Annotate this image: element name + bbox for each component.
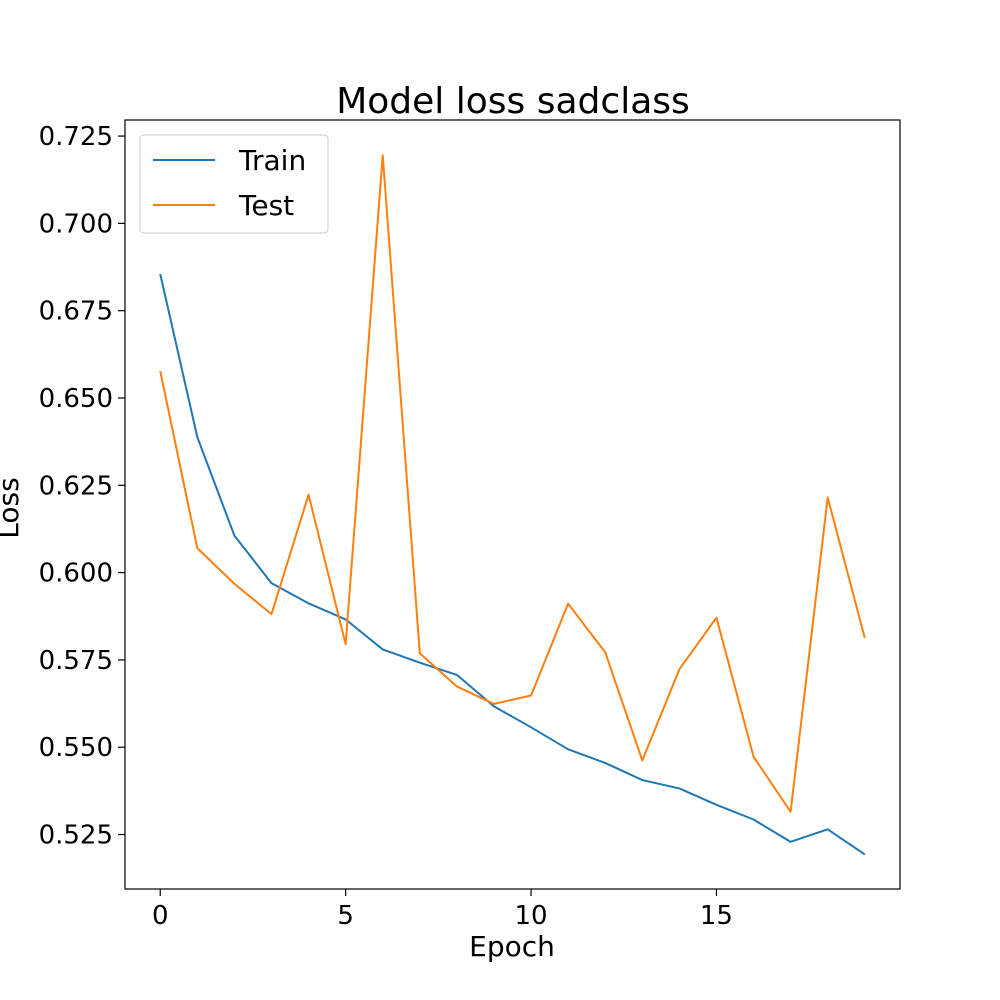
- y-tick-label: 0.700: [39, 209, 113, 239]
- plot-area: [125, 120, 900, 889]
- x-axis: 0 5 10 15: [152, 889, 733, 931]
- series-layer: [159, 154, 866, 856]
- y-tick-label: 0.600: [39, 559, 113, 589]
- y-tick-label: 0.725: [39, 122, 113, 152]
- x-axis-label: Epoch: [469, 930, 555, 963]
- legend: Train Test: [139, 134, 329, 234]
- legend-label-train: Train: [238, 144, 306, 177]
- chart-title: Model loss sadclass: [336, 81, 690, 122]
- y-tick-label: 0.525: [39, 821, 113, 851]
- series-line-train: [159, 273, 866, 856]
- y-axis: 0.525 0.550 0.575 0.600 0.625 0.650 0.675 0.700…: [39, 122, 125, 851]
- plot-frame: [124, 119, 901, 890]
- x-tick-label: 5: [337, 901, 354, 931]
- y-axis-label: Loss: [0, 477, 25, 538]
- x-tick-label: 15: [700, 901, 733, 931]
- x-tick-label: 10: [514, 901, 547, 931]
- y-tick-label: 0.575: [39, 646, 113, 676]
- series-line-test: [159, 154, 866, 813]
- x-tick-label: 0: [152, 901, 169, 931]
- y-tick-label: 0.550: [39, 733, 113, 763]
- y-tick-label: 0.675: [39, 297, 113, 327]
- legend-label-test: Test: [238, 189, 294, 222]
- y-tick-label: 0.625: [39, 471, 113, 501]
- y-tick-label: 0.650: [39, 384, 113, 414]
